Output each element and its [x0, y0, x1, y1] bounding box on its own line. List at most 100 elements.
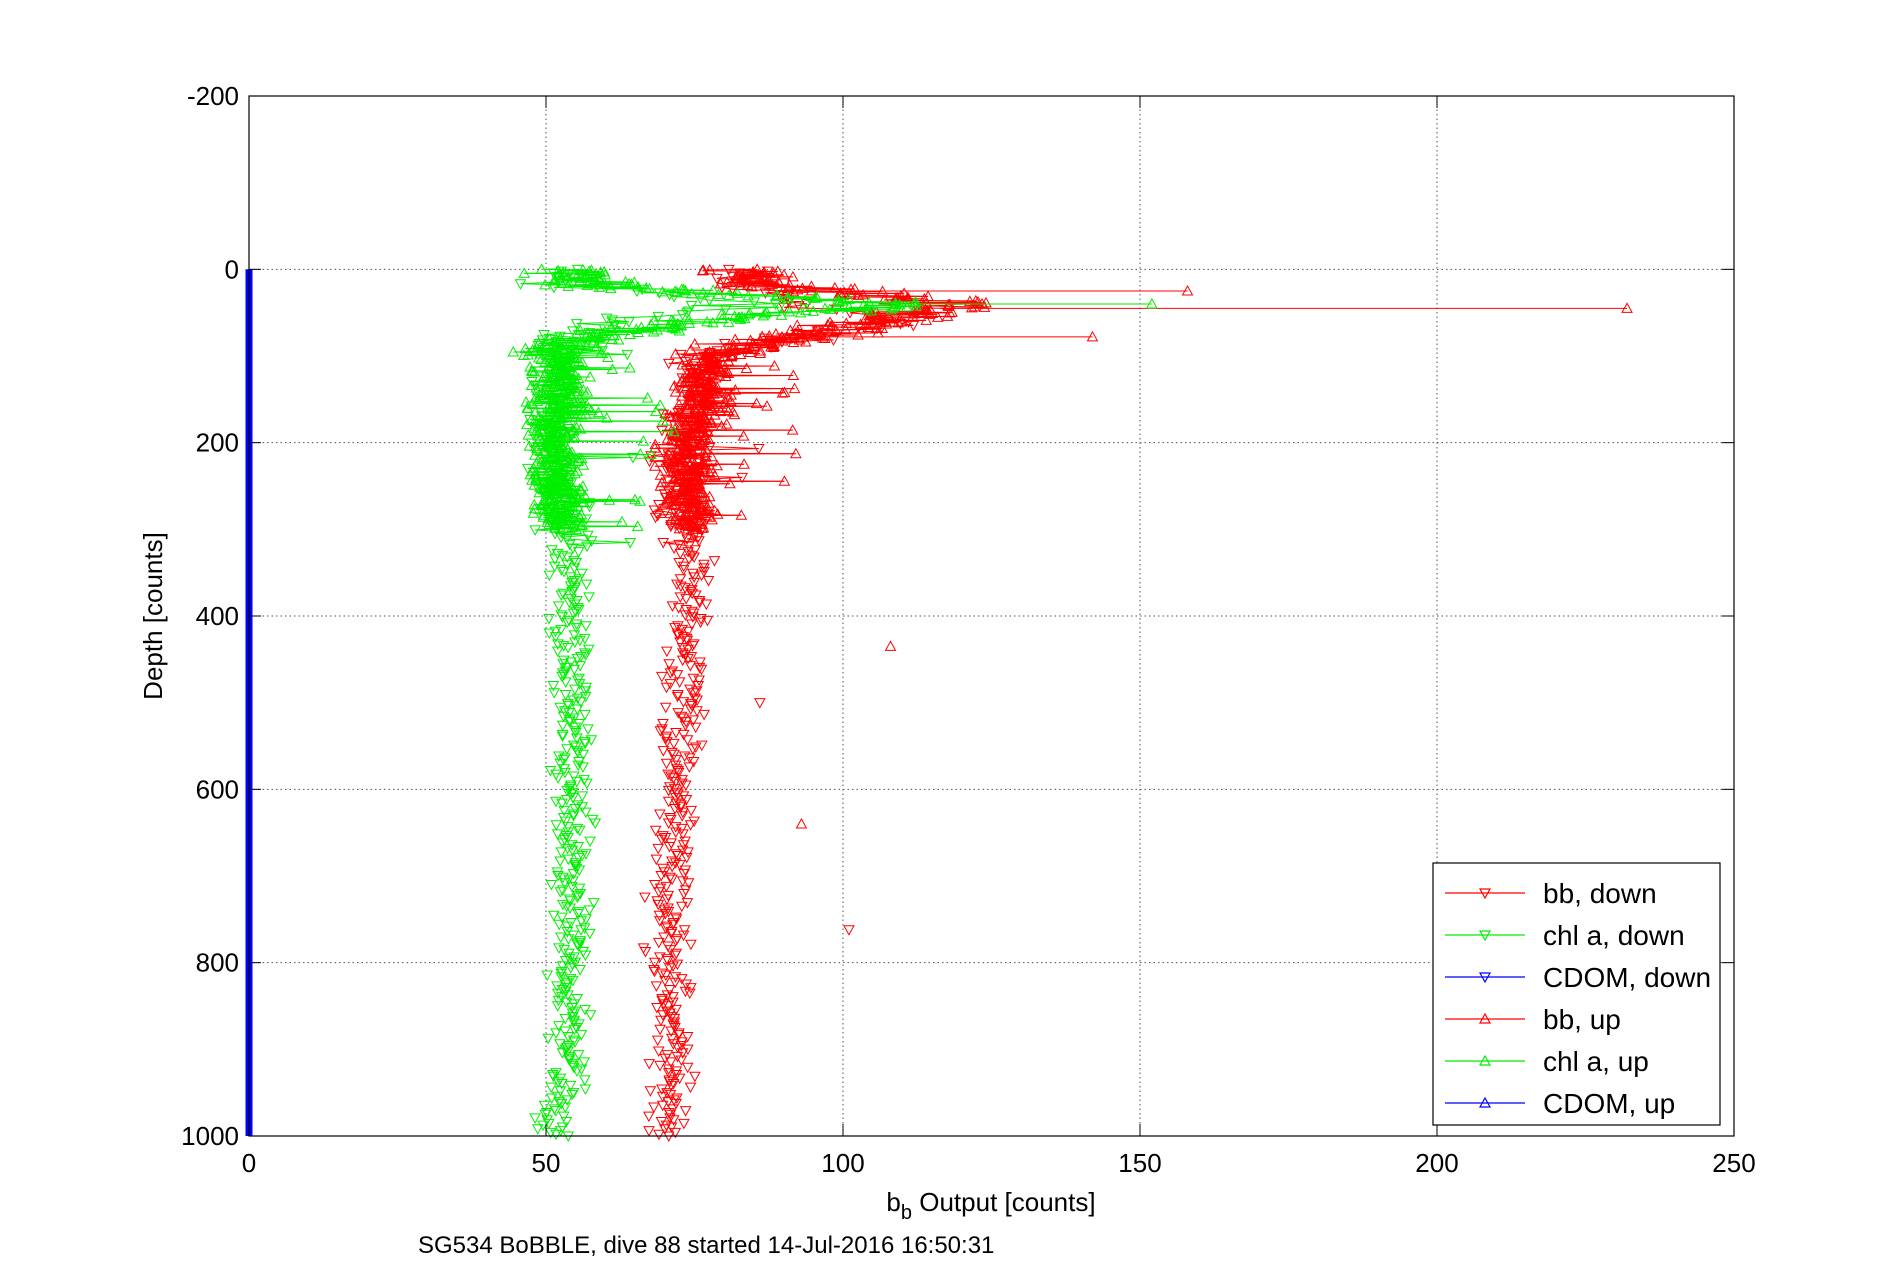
data-point-chl-a-down	[571, 993, 584, 1005]
data-point-chl-a-up	[706, 316, 719, 328]
data-point-chl-a-up	[518, 267, 531, 278]
series-segment-chl-a-up	[542, 393, 571, 395]
data-point-chl-a-down	[564, 572, 577, 583]
data-point-chl-a-down	[556, 550, 569, 562]
data-point-chl-a-down	[583, 928, 596, 940]
series-segment-chl-a-up	[527, 407, 589, 409]
data-point-bb-up	[693, 437, 706, 449]
data-point-chl-a-up	[577, 459, 590, 470]
data-point-bb-down	[674, 574, 687, 585]
data-point-chl-a-down	[574, 936, 587, 947]
data-point-bb-down	[666, 747, 678, 759]
series-segment-chl-a-up	[691, 293, 719, 295]
data-point-chl-a-up	[574, 423, 587, 434]
series-segment-chl-a-up	[553, 436, 576, 439]
data-point-bb-up	[669, 347, 682, 359]
data-point-chl-a-up	[885, 303, 897, 315]
data-point-chl-a-up	[572, 355, 585, 367]
data-point-chl-a-down	[551, 548, 564, 560]
series-segment-bb-up	[655, 444, 688, 446]
data-point-chl-a-down	[569, 1006, 582, 1018]
data-point-bb-down	[682, 847, 694, 858]
data-point-bb-up	[830, 323, 842, 335]
data-point-bb-up	[665, 514, 678, 525]
data-point-bb-up	[946, 306, 958, 317]
data-point-bb-down	[649, 825, 662, 837]
data-point-chl-a-up	[742, 308, 755, 320]
data-point-chl-a-down	[561, 744, 573, 755]
data-point-chl-a-down	[552, 773, 564, 784]
data-point-bb-down	[671, 1042, 684, 1054]
data-point-bb-down	[666, 1104, 679, 1115]
series-segment-bb-up	[747, 280, 768, 282]
data-point-bb-up	[673, 522, 686, 534]
data-point-chl-a-down	[565, 657, 577, 668]
series-segment-chl-a-up	[748, 295, 778, 297]
data-point-bb-down	[663, 659, 675, 670]
data-point-chl-a-up	[546, 354, 559, 366]
data-point-chl-a-down	[567, 695, 580, 706]
data-point-bb-down	[678, 889, 690, 900]
data-point-chl-a-down	[553, 1097, 565, 1108]
data-point-bb-down	[666, 874, 678, 886]
data-point-bb-down	[675, 823, 688, 835]
y-tick-label: 200	[196, 428, 239, 458]
series-segment-bb-up	[694, 526, 704, 529]
data-point-bb-up	[776, 334, 789, 346]
data-point-bb-down	[686, 588, 699, 600]
series-segment-bb-up	[683, 435, 744, 438]
data-point-chl-a-down	[557, 711, 570, 723]
data-point-chl-a-down	[581, 541, 593, 553]
series-segment-chl-a-down	[700, 297, 710, 301]
series-segment-chl-a-up	[560, 455, 563, 457]
data-point-chl-a-up	[550, 456, 563, 468]
data-point-chl-a-down	[564, 963, 577, 974]
x-tick-label: 150	[1118, 1148, 1161, 1178]
data-point-bb-up	[750, 397, 763, 409]
data-point-bb-up	[733, 270, 745, 281]
data-point-bb-up	[690, 520, 703, 532]
data-point-chl-a-down	[551, 867, 564, 878]
data-point-chl-a-up	[612, 333, 625, 345]
data-point-bb-down	[683, 762, 696, 773]
data-point-bb-down	[689, 722, 702, 734]
data-point-chl-a-down	[567, 869, 580, 880]
data-point-chl-a-up	[558, 423, 571, 435]
data-point-bb-down	[684, 820, 697, 831]
data-point-chl-a-up	[537, 511, 550, 522]
series-segment-chl-a-up	[563, 391, 588, 394]
data-point-chl-a-down	[583, 905, 596, 916]
data-point-chl-a-down	[563, 1041, 575, 1052]
data-point-bb-down	[687, 608, 700, 620]
data-point-bb-down	[668, 1013, 681, 1025]
data-point-chl-a-down	[555, 992, 568, 1003]
data-point-chl-a-down	[544, 1127, 557, 1139]
x-axis-label-rest: Output [counts]	[912, 1187, 1096, 1217]
data-point-chl-a-up	[606, 333, 618, 344]
series-segment-bb-up	[669, 495, 710, 498]
data-point-chl-a-down	[565, 1003, 578, 1014]
data-point-bb-up	[765, 340, 777, 352]
data-point-bb-up	[754, 347, 767, 358]
series-segment-bb-up	[690, 390, 715, 392]
data-point-chl-a-up	[800, 304, 812, 315]
data-point-chl-a-up	[570, 523, 583, 534]
data-point-bb-down	[681, 898, 694, 909]
data-point-chl-a-up	[530, 391, 543, 402]
data-point-bb-down	[685, 939, 697, 951]
series-segment-chl-a-up	[685, 289, 714, 292]
data-point-chl-a-up	[667, 425, 680, 437]
series-segment-chl-a-up	[651, 323, 679, 326]
data-point-bb-down	[643, 1126, 655, 1137]
data-point-bb-down	[665, 1057, 677, 1068]
data-point-chl-a-down	[561, 843, 574, 855]
data-point-chl-a-down	[538, 1100, 551, 1112]
data-point-bb-up	[892, 316, 905, 328]
data-point-chl-a-up	[600, 412, 613, 423]
data-point-bb-down	[654, 726, 667, 737]
data-point-bb-down	[695, 664, 708, 676]
data-point-chl-a-down	[567, 1017, 580, 1029]
data-point-chl-a-up	[574, 324, 587, 335]
data-point-bb-down	[638, 892, 651, 904]
data-point-chl-a-down	[587, 898, 600, 909]
